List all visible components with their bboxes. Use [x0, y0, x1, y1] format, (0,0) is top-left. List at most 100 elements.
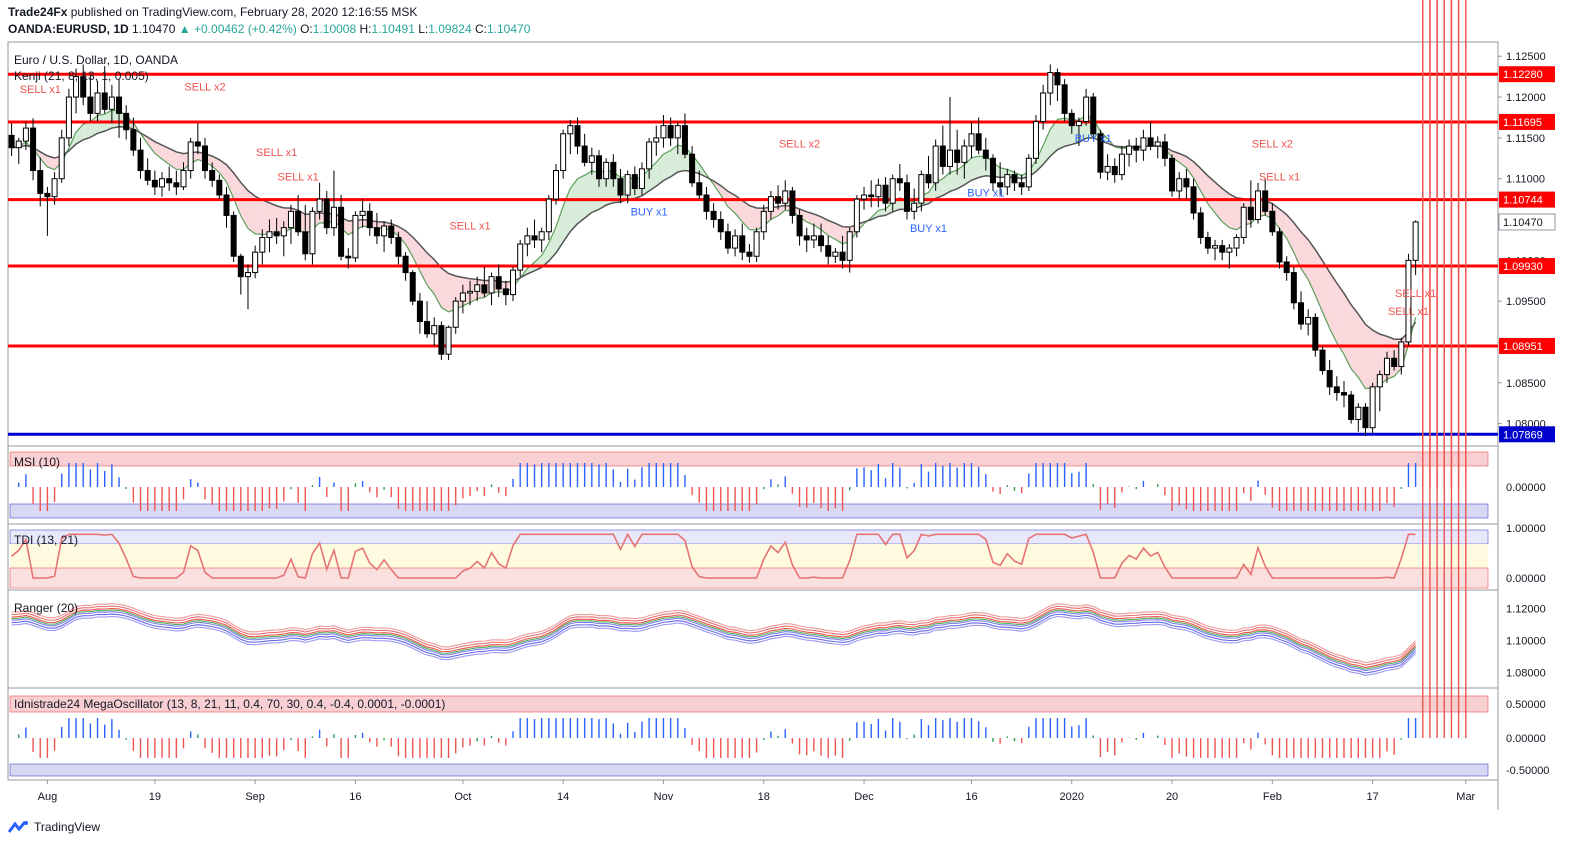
candle-body: [1269, 210, 1276, 233]
mega-overbought-band: [9, 695, 1489, 713]
kenji-cloud-segment: [749, 205, 757, 231]
price-tick-label: 1.09500: [1506, 296, 1546, 308]
candle-body: [373, 227, 380, 237]
last-price: 1.10470: [132, 22, 176, 36]
signal-label: SELL x1: [1395, 288, 1436, 300]
level-price-label: 1.11695: [1503, 117, 1542, 129]
candle-body: [151, 179, 158, 188]
candle-body: [1161, 141, 1168, 159]
candle-body: [603, 161, 610, 180]
candle-body: [287, 210, 294, 229]
ranger-band-line: [11, 607, 1417, 669]
candle-body: [975, 133, 982, 151]
candle-body: [946, 149, 953, 167]
candle-body: [244, 272, 251, 278]
level-price-tag: [1499, 258, 1555, 275]
candle-body: [510, 269, 517, 296]
candle-body: [266, 231, 273, 238]
candle-body: [567, 125, 574, 135]
tdi-upper-band: [9, 529, 1489, 545]
open-value: 1.10008: [312, 22, 357, 36]
candle-body: [789, 190, 796, 216]
kenji-cloud-segment: [1272, 203, 1280, 229]
candle-body: [1333, 386, 1340, 394]
candle-body: [904, 182, 911, 212]
candle-body: [782, 190, 789, 204]
publisher-name[interactable]: Trade24Fx: [8, 5, 68, 19]
candle-body: [1305, 316, 1312, 325]
kenji-cloud-segment: [1193, 161, 1201, 192]
candle-body: [130, 129, 137, 151]
publisher-line: Trade24Fx published on TradingView.com, …: [8, 5, 417, 19]
candle-body: [15, 140, 22, 149]
candle-body: [796, 214, 803, 237]
candle-body: [825, 245, 832, 257]
kenji-cloud-segment: [427, 252, 435, 295]
kenji-cloud-segment: [1322, 260, 1330, 329]
candle-body: [710, 210, 717, 221]
candle-body: [646, 141, 653, 170]
kenji-cloud-segment: [1286, 214, 1294, 253]
candle-body: [273, 231, 280, 237]
candle-body: [44, 192, 51, 198]
kenji-cloud-segment: [262, 199, 270, 235]
kenji-cloud-segment: [1172, 150, 1180, 163]
candle-body: [223, 194, 230, 216]
candle-body: [1090, 96, 1097, 135]
kenji-cloud-segment: [1336, 283, 1344, 355]
signal-label: SELL x2: [184, 82, 225, 94]
kenji-cloud-segment: [978, 156, 986, 178]
price-tick-label: 1.12000: [1506, 92, 1546, 104]
candle-body: [875, 184, 882, 198]
kenji-cloud-segment: [176, 151, 184, 170]
kenji-cloud-segment: [670, 144, 678, 177]
kenji-cloud-segment: [255, 196, 263, 235]
candle-body: [818, 235, 825, 247]
candle-body: [345, 255, 352, 259]
kenji-cloud-segment: [83, 121, 91, 140]
candle-body: [911, 202, 918, 212]
kenji-cloud-segment: [212, 156, 220, 173]
candle-body: [409, 272, 416, 302]
candle-body: [1176, 178, 1183, 192]
kenji-cloud-segment: [240, 182, 248, 229]
kenji-cloud-segment: [269, 202, 277, 235]
signal-label: BUY x1: [910, 223, 947, 235]
candle-body: [166, 178, 173, 184]
candle-body: [30, 127, 37, 172]
candle-body: [739, 235, 746, 253]
level-price-tag: [1499, 113, 1555, 130]
msi-tick-label: 0.00000: [1506, 482, 1546, 494]
symbol-name[interactable]: OANDA:EURUSD, 1D: [8, 22, 129, 36]
kenji-cloud-segment: [219, 159, 227, 183]
candle-body: [402, 255, 409, 274]
low-label: L:: [418, 22, 429, 36]
candle-body: [982, 149, 989, 159]
candle-body: [932, 145, 939, 184]
candle-body: [1140, 137, 1147, 151]
candle-body: [1068, 112, 1075, 127]
candle-body: [1054, 72, 1061, 86]
ranger-tick-label: 1.08000: [1506, 667, 1546, 679]
footer-brand[interactable]: TradingView: [34, 820, 101, 834]
candle-body: [997, 182, 1004, 188]
candle-body: [617, 178, 624, 196]
price-tick-label: 1.11500: [1506, 133, 1545, 145]
kenji-cloud-segment: [942, 172, 950, 196]
candle-body: [309, 210, 316, 255]
candle-body: [810, 235, 817, 241]
candle-body: [1398, 341, 1405, 367]
kenji-cloud-segment: [47, 155, 55, 170]
kenji-cloud-segment: [434, 259, 442, 308]
kenji-cloud-segment: [247, 190, 256, 234]
kenji-cloud-segment: [663, 150, 671, 181]
kenji-cloud-segment: [1329, 272, 1337, 343]
candle-body: [1197, 212, 1204, 238]
candle-body: [94, 92, 101, 114]
ranger-band-line: [11, 615, 1417, 676]
kenji-cloud-segment: [964, 157, 972, 185]
kenji-cloud-segment: [541, 242, 549, 268]
candle-body: [424, 321, 431, 335]
candle-body: [624, 174, 631, 196]
